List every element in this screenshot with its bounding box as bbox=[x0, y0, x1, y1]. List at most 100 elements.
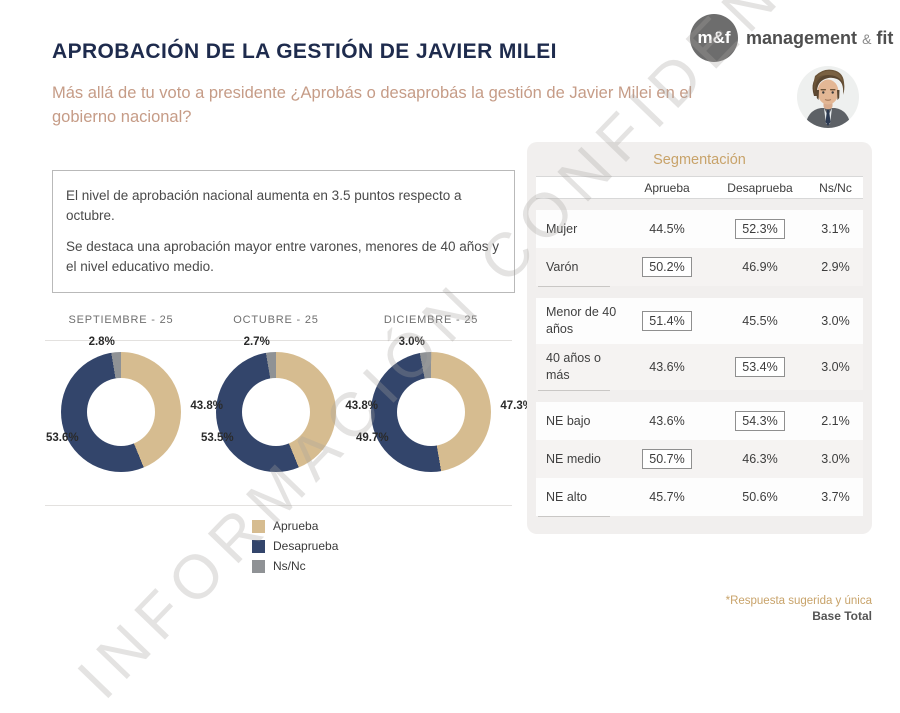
donut-label-desaprueba: 53.6% bbox=[46, 432, 79, 444]
charts-bottom-divider bbox=[45, 505, 512, 506]
seg-value: 53.4% bbox=[735, 357, 785, 377]
footer-base-label: Base Total bbox=[812, 609, 872, 623]
footer: *Respuesta sugerida y única Base Total bbox=[726, 595, 872, 623]
seg-column-header: Aprueba bbox=[644, 180, 690, 195]
seg-value: 45.5% bbox=[742, 314, 778, 328]
segmentation-body: Mujer 44.5% 52.3% 3.1% Varón 50.2% 46.9% 2.9% Me… bbox=[536, 210, 863, 517]
seg-value: 45.7% bbox=[649, 490, 685, 504]
seg-row-label: NE alto bbox=[546, 489, 587, 504]
seg-value: 50.2% bbox=[642, 257, 692, 277]
legend-item: Ns/Nc bbox=[252, 559, 338, 573]
legend-swatch bbox=[252, 539, 265, 553]
donut-label-desaprueba: 49.7% bbox=[356, 432, 389, 444]
logo-word-fit: fit bbox=[876, 27, 894, 48]
chart-legend: Aprueba Desaprueba Ns/Nc bbox=[252, 519, 338, 573]
survey-question: Más allá de tu voto a presidente ¿Aprobá… bbox=[52, 84, 693, 126]
insight-box: El nivel de aprobación nacional aumenta … bbox=[52, 170, 515, 293]
seg-group: NE bajo 43.6% 54.3% 2.1% NE medio 50.7% 46.3% 3… bbox=[536, 402, 863, 517]
donut-label-aprueba: 43.8% bbox=[190, 400, 223, 412]
legend-item: Aprueba bbox=[252, 519, 338, 533]
milei-portrait bbox=[797, 66, 859, 128]
seg-value-cell: 45.7% bbox=[622, 490, 712, 504]
donut-ring bbox=[61, 352, 181, 472]
donut-ring bbox=[216, 352, 336, 472]
milei-portrait-illustration bbox=[797, 66, 859, 128]
logo-ampersand: & bbox=[862, 30, 872, 47]
donut-row: 2.8% 43.8% 53.6% 2.7% 43.8% 53.5% 3.0% 47.3% 49.… bbox=[45, 336, 533, 472]
seg-value: 46.9% bbox=[742, 260, 778, 274]
seg-value-cell: 3.0% bbox=[808, 452, 863, 466]
legend-swatch bbox=[252, 559, 265, 573]
mf-logo-badge: m&f bbox=[690, 14, 738, 62]
legend-label: Ns/Nc bbox=[273, 559, 306, 573]
approval-donut-charts: SEPTIEMBRE - 25 OCTUBRE - 25 DICIEMBRE - 2… bbox=[45, 308, 533, 520]
management-fit-logo: m&f management & fit bbox=[690, 14, 893, 62]
seg-group-divider bbox=[538, 516, 610, 517]
seg-value: 44.5% bbox=[649, 222, 685, 236]
donut-label-nsnc: 2.8% bbox=[88, 336, 115, 348]
seg-row-label: NE bajo bbox=[546, 413, 591, 428]
mf-logo-text: management & fit bbox=[746, 28, 893, 49]
seg-row-label: Menor de 40 años bbox=[546, 305, 617, 336]
seg-row-label: 40 años o más bbox=[546, 351, 601, 382]
donut-label-aprueba: 47.3% bbox=[500, 400, 533, 412]
chart-month-labels: SEPTIEMBRE - 25 OCTUBRE - 25 DICIEMBRE - 2… bbox=[45, 308, 515, 326]
legend-swatch bbox=[252, 519, 265, 533]
seg-value-cell: 50.7% bbox=[622, 449, 712, 469]
seg-column-header: Ns/Nc bbox=[819, 180, 852, 195]
seg-value-cell: 3.7% bbox=[808, 490, 863, 504]
seg-column-header: Desaprueba bbox=[727, 180, 793, 195]
seg-value: 3.1% bbox=[821, 222, 850, 236]
legend-item: Desaprueba bbox=[252, 539, 338, 553]
seg-value-cell: 2.1% bbox=[808, 414, 863, 428]
seg-value: 50.6% bbox=[742, 490, 778, 504]
seg-value-cell: 2.9% bbox=[808, 260, 863, 274]
donut-chart: 2.7% 43.8% 53.5% bbox=[201, 336, 378, 472]
month-label: OCTUBRE - 25 bbox=[233, 314, 319, 326]
seg-value: 2.1% bbox=[821, 414, 850, 428]
logo-word-management: management bbox=[746, 27, 858, 48]
seg-row: NE medio 50.7% 46.3% 3.0% bbox=[536, 440, 863, 478]
seg-row: NE bajo 43.6% 54.3% 2.1% bbox=[536, 402, 863, 440]
report-page: INFORMACIÓN CONFIDENCIAL APROBACIÓN DE L… bbox=[45, 0, 900, 712]
seg-row: Menor de 40 años 51.4% 45.5% 3.0% bbox=[536, 298, 863, 344]
seg-value: 43.6% bbox=[649, 414, 685, 428]
donut-ring bbox=[371, 352, 491, 472]
seg-value-cell: 43.6% bbox=[622, 414, 712, 428]
seg-value: 52.3% bbox=[735, 219, 785, 239]
seg-value-cell: 53.4% bbox=[712, 357, 808, 377]
charts-top-divider bbox=[45, 340, 512, 341]
donut-label-desaprueba: 53.5% bbox=[201, 432, 234, 444]
segmentation-panel: Segmentación Aprueba Desaprueba Ns/Nc Muje… bbox=[527, 142, 872, 534]
seg-value-cell: 3.0% bbox=[808, 360, 863, 374]
footer-note: *Respuesta sugerida y única bbox=[725, 595, 872, 607]
seg-value: 51.4% bbox=[642, 311, 692, 331]
seg-value: 2.9% bbox=[821, 260, 850, 274]
legend-label: Aprueba bbox=[273, 519, 319, 533]
seg-value: 3.0% bbox=[821, 452, 850, 466]
page-title: APROBACIÓN DE LA GESTIÓN DE JAVIER MILEI bbox=[52, 40, 557, 63]
seg-value: 3.0% bbox=[821, 314, 850, 328]
seg-value-cell: 51.4% bbox=[622, 311, 712, 331]
seg-value-cell: 45.5% bbox=[712, 314, 808, 328]
seg-value: 50.7% bbox=[642, 449, 692, 469]
insight-line-2: Se destaca una aprobación mayor entre va… bbox=[66, 238, 500, 274]
seg-value-cell: 52.3% bbox=[712, 219, 808, 239]
month-label: DICIEMBRE - 25 bbox=[383, 314, 479, 326]
seg-value-cell: 50.6% bbox=[712, 490, 808, 504]
seg-row: 40 años o más 43.6% 53.4% 3.0% bbox=[536, 344, 863, 390]
segmentation-title: Segmentación bbox=[653, 152, 746, 168]
donut-label-nsnc: 3.0% bbox=[398, 336, 425, 348]
seg-value: 3.7% bbox=[821, 490, 850, 504]
donut-label-nsnc: 2.7% bbox=[243, 336, 270, 348]
donut-label-aprueba: 43.8% bbox=[345, 400, 378, 412]
seg-group-divider bbox=[538, 286, 610, 287]
seg-value: 3.0% bbox=[821, 360, 850, 374]
legend-label: Desaprueba bbox=[273, 539, 339, 553]
seg-value: 46.3% bbox=[742, 452, 778, 466]
seg-row: NE alto 45.7% 50.6% 3.7% bbox=[536, 478, 863, 516]
seg-value-cell: 44.5% bbox=[622, 222, 712, 236]
insight-line-1: El nivel de aprobación nacional aumenta … bbox=[66, 188, 462, 224]
seg-row: Varón 50.2% 46.9% 2.9% bbox=[536, 248, 863, 286]
seg-value-cell: 46.9% bbox=[712, 260, 808, 274]
